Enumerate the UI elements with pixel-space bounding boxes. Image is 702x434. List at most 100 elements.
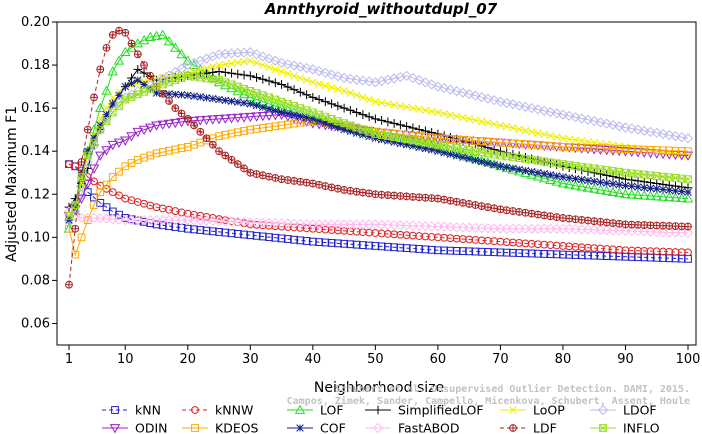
data-point xyxy=(465,115,473,123)
data-point xyxy=(565,174,573,182)
data-point xyxy=(402,103,411,111)
data-point xyxy=(527,167,536,176)
data-point xyxy=(557,178,569,188)
data-point xyxy=(263,53,275,64)
data-point xyxy=(264,76,274,86)
data-point xyxy=(252,73,261,82)
data-point xyxy=(427,233,436,241)
data-point xyxy=(484,248,492,256)
data-point xyxy=(459,247,467,256)
data-point xyxy=(302,224,311,233)
data-point xyxy=(396,134,405,143)
data-point xyxy=(183,224,192,233)
data-point xyxy=(138,125,150,136)
data-point xyxy=(184,91,192,99)
data-point xyxy=(446,135,455,144)
data-point xyxy=(570,180,581,190)
data-point xyxy=(527,155,536,164)
data-point xyxy=(221,228,230,237)
legend-marker xyxy=(191,424,199,432)
data-point xyxy=(190,140,198,149)
data-point xyxy=(402,140,411,149)
data-point xyxy=(232,85,244,96)
data-point xyxy=(652,185,661,193)
data-point xyxy=(296,104,305,113)
data-point xyxy=(440,246,449,255)
legend-item-inflo: INFLO xyxy=(590,421,660,434)
data-point xyxy=(396,139,405,148)
data-point xyxy=(588,145,600,155)
data-point xyxy=(283,120,292,129)
data-point xyxy=(620,188,631,199)
data-point xyxy=(507,99,519,110)
data-point xyxy=(352,240,361,249)
data-point xyxy=(252,231,261,240)
data-point xyxy=(665,173,674,182)
data-point xyxy=(309,115,317,123)
data-point xyxy=(446,246,455,255)
data-point xyxy=(284,69,292,78)
data-point xyxy=(83,125,92,134)
data-point xyxy=(340,226,349,235)
data-point xyxy=(133,50,142,59)
data-point xyxy=(188,116,200,127)
y-axis-label: Adjusted Maximum F1 xyxy=(4,106,20,262)
data-point xyxy=(552,241,561,250)
data-point xyxy=(415,232,424,240)
data-point xyxy=(471,136,480,145)
data-point xyxy=(671,174,680,182)
data-point xyxy=(215,228,223,236)
data-point xyxy=(534,240,542,249)
data-point xyxy=(590,251,599,260)
data-point xyxy=(165,97,173,105)
data-point xyxy=(77,168,86,177)
data-point xyxy=(145,31,156,41)
legend-item-simplifiedlof: SimplifiedLOF xyxy=(365,403,484,418)
data-point xyxy=(384,100,392,108)
legend-label: LDF xyxy=(533,421,557,434)
data-point xyxy=(477,117,486,126)
data-point xyxy=(496,162,505,171)
data-point xyxy=(540,240,549,249)
data-point xyxy=(659,172,667,181)
data-point xyxy=(671,248,680,256)
data-point xyxy=(584,163,592,172)
data-point xyxy=(396,243,405,252)
legend-marker xyxy=(599,424,607,432)
data-point xyxy=(509,164,517,173)
data-point xyxy=(102,117,111,125)
legend-marker xyxy=(191,406,199,414)
data-point xyxy=(446,111,455,119)
data-point xyxy=(520,101,531,112)
legend-item-lof: LOF xyxy=(287,403,344,418)
data-point xyxy=(677,222,686,231)
y-tick-label: 0.18 xyxy=(21,58,50,73)
data-point xyxy=(202,94,211,102)
data-point xyxy=(315,117,323,125)
data-point xyxy=(365,95,373,104)
data-point xyxy=(502,152,511,161)
data-point xyxy=(552,142,561,151)
data-point xyxy=(238,88,250,99)
data-point xyxy=(452,112,461,121)
data-point xyxy=(534,141,542,150)
data-point xyxy=(340,239,349,248)
data-point xyxy=(546,171,555,179)
data-point xyxy=(246,57,255,65)
data-point xyxy=(415,105,423,113)
data-point xyxy=(307,64,318,75)
data-point xyxy=(402,135,411,144)
data-point xyxy=(90,201,98,209)
data-point xyxy=(183,115,192,123)
data-point xyxy=(440,195,449,204)
legend-marker xyxy=(372,422,384,434)
data-point xyxy=(196,93,205,101)
data-point xyxy=(177,91,186,99)
data-point xyxy=(484,203,492,212)
data-point xyxy=(602,170,612,180)
data-point xyxy=(621,246,630,255)
legend-label: INFLO xyxy=(623,421,660,434)
data-point xyxy=(496,248,505,257)
data-point xyxy=(240,164,248,173)
data-point xyxy=(101,213,112,224)
